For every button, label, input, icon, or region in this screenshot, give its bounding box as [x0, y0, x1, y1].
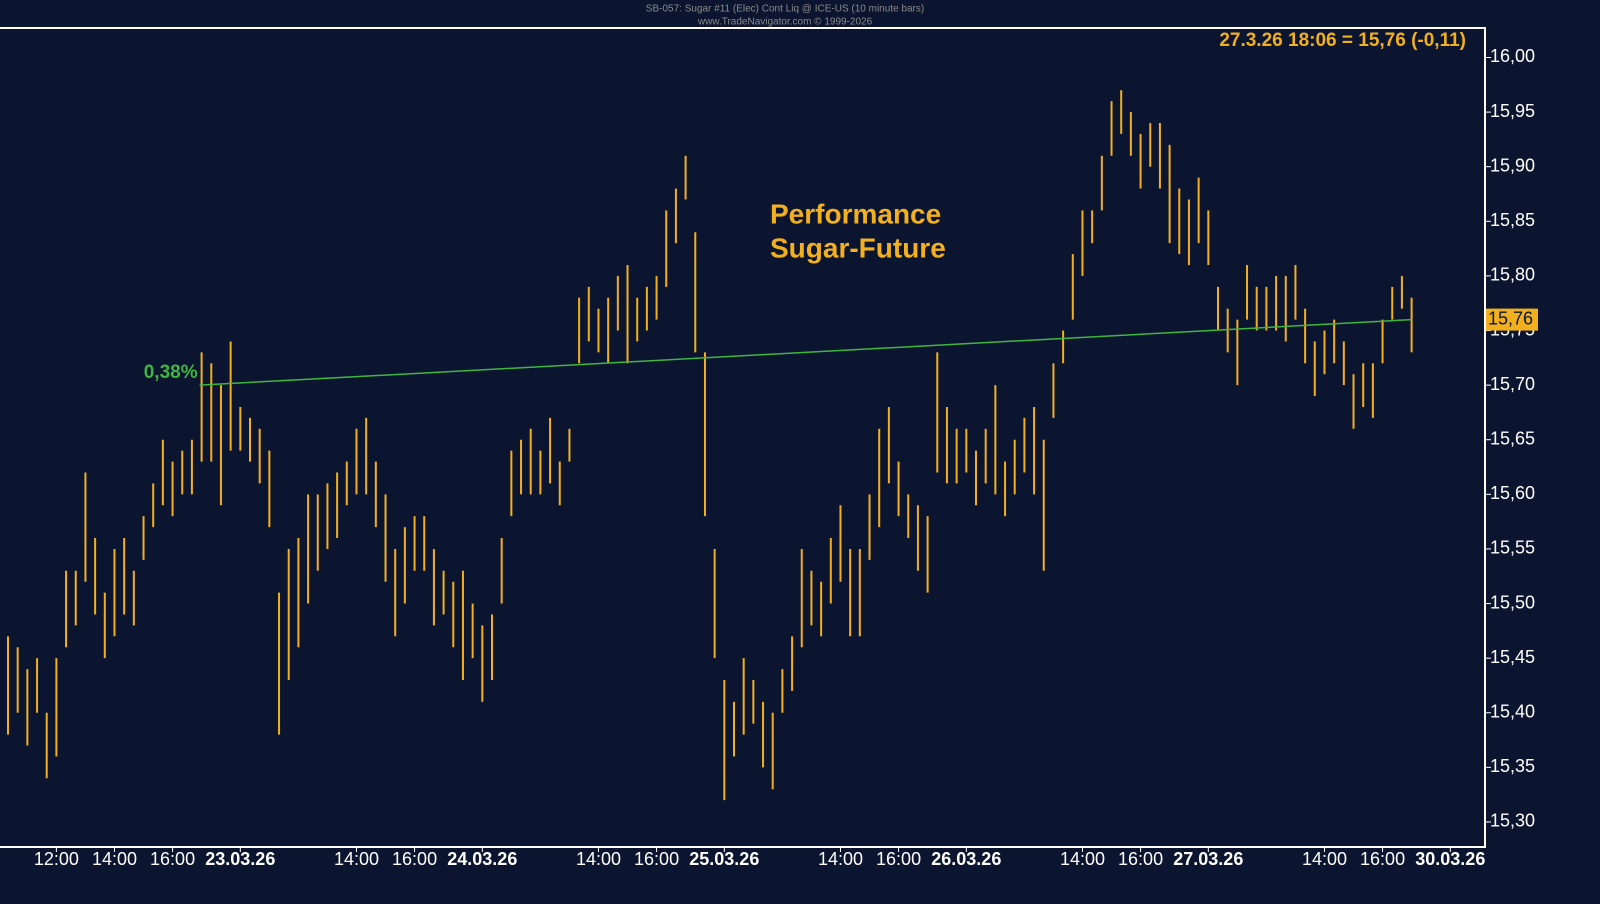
y-tick-label: 15,65 [1490, 428, 1535, 448]
last-price-label: 15,76 [1488, 308, 1533, 328]
chart-title: SB-057: Sugar #11 (Elec) Cont Liq @ ICE-… [646, 4, 924, 15]
chart-subtitle: www.TradeNavigator.com © 1999-2026 [697, 17, 873, 28]
x-tick-label: 24.03.26 [447, 849, 517, 869]
y-tick-label: 15,70 [1490, 374, 1535, 394]
x-tick-label: 26.03.26 [931, 849, 1001, 869]
y-tick-label: 15,95 [1490, 101, 1535, 121]
x-tick-label: 14:00 [818, 849, 863, 869]
x-tick-label: 16:00 [392, 849, 437, 869]
y-tick-label: 15,90 [1490, 155, 1535, 175]
x-tick-label: 14:00 [92, 849, 137, 869]
last-price-box [1486, 308, 1538, 331]
y-tick-label: 15,45 [1490, 647, 1535, 667]
x-tick-label: 12:00 [34, 849, 79, 869]
y-tick-label: 15,50 [1490, 592, 1535, 612]
x-tick-label: 16:00 [150, 849, 195, 869]
x-tick-label: 14:00 [1060, 849, 1105, 869]
x-tick-label: 16:00 [634, 849, 679, 869]
y-tick-label: 15,85 [1490, 210, 1535, 230]
y-tick-label: 15,55 [1490, 538, 1535, 558]
trend-label: 0,38% [144, 362, 198, 383]
y-tick-label: 16,00 [1490, 46, 1535, 66]
x-tick-label: 14:00 [576, 849, 621, 869]
x-tick-label: 14:00 [334, 849, 379, 869]
x-tick-label: 16:00 [1118, 849, 1163, 869]
x-tick-label: 30.03.26 [1415, 849, 1485, 869]
x-tick-label: 14:00 [1302, 849, 1347, 869]
y-tick-label: 15,40 [1490, 702, 1535, 722]
annotation: Sugar-Future [770, 232, 946, 263]
annotation: Performance [770, 198, 941, 229]
trend-line [199, 318, 1412, 386]
x-tick-label: 27.03.26 [1173, 849, 1243, 869]
y-tick-label: 15,60 [1490, 483, 1535, 503]
x-tick-label: 16:00 [876, 849, 921, 869]
x-tick-label: 16:00 [1360, 849, 1405, 869]
y-tick-label: 15,80 [1490, 265, 1535, 285]
x-tick-label: 23.03.26 [205, 849, 275, 869]
y-tick-label: 15,30 [1490, 811, 1535, 831]
info-text: 27.3.26 18:06 = 15,76 (-0,11) [1219, 30, 1466, 51]
y-tick-label: 15,35 [1490, 756, 1535, 776]
x-tick-label: 25.03.26 [689, 849, 759, 869]
